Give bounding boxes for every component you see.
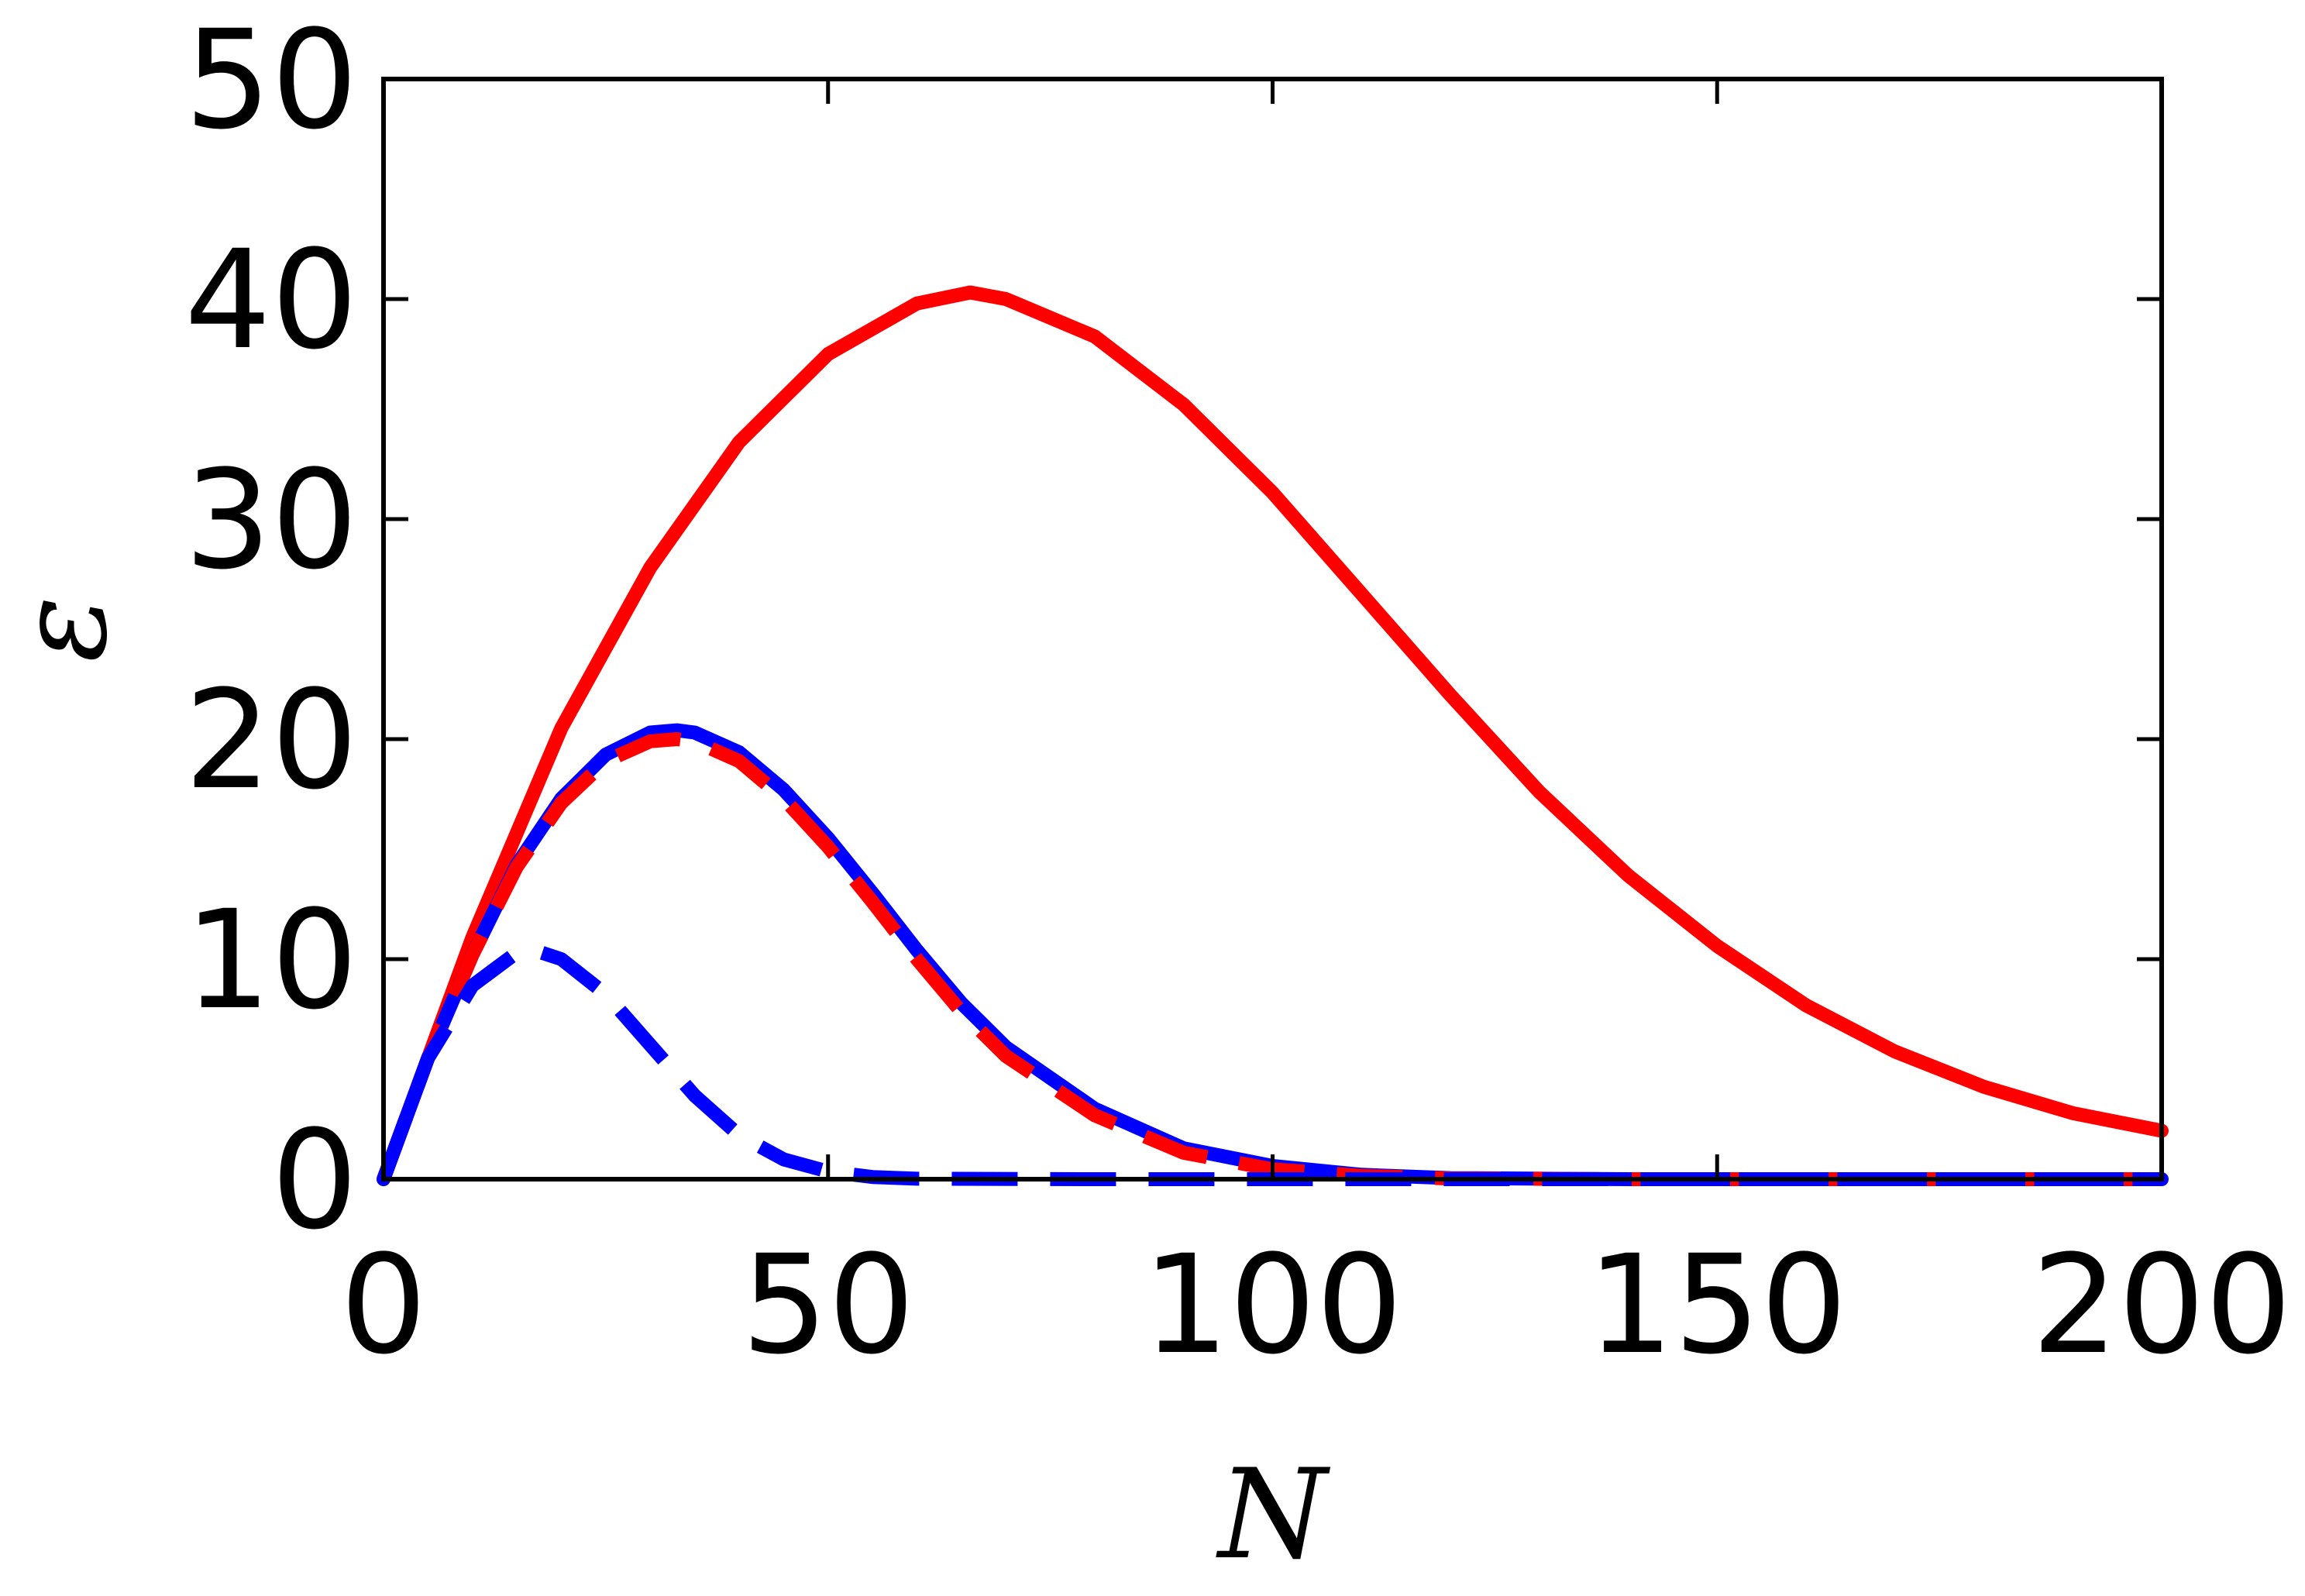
ticks-layer	[381, 77, 2164, 1182]
series-line-1-solid	[377, 285, 2169, 1186]
x-tick-labels: 0 50 100 150 200	[340, 1226, 2292, 1384]
y-tick-label: 30	[184, 441, 358, 600]
x-tick-label: 200	[2031, 1226, 2292, 1384]
y-tick-label: 10	[184, 881, 358, 1040]
y-tick-label: 20	[184, 661, 358, 820]
series-line-2-solid	[377, 723, 2169, 1186]
x-tick-label: 0	[340, 1226, 427, 1384]
y-tick-label: 0	[271, 1101, 358, 1260]
y-axis-label: ε	[0, 596, 134, 662]
y-tick-label: 40	[184, 221, 358, 380]
x-tick-label: 100	[1143, 1226, 1403, 1384]
plot-frame	[381, 77, 2164, 1182]
y-tick-label: 50	[184, 1, 358, 160]
y-tick-labels: 0 10 20 30 40 50	[184, 1, 358, 1260]
series-line-3-dashed	[377, 732, 2162, 1186]
series-layer	[377, 285, 2169, 1186]
x-tick-label: 150	[1587, 1226, 1847, 1384]
x-axis-label: N	[1216, 1442, 1331, 1587]
x-tick-label: 50	[741, 1226, 915, 1384]
series-line-4-dashed	[377, 943, 2162, 1186]
